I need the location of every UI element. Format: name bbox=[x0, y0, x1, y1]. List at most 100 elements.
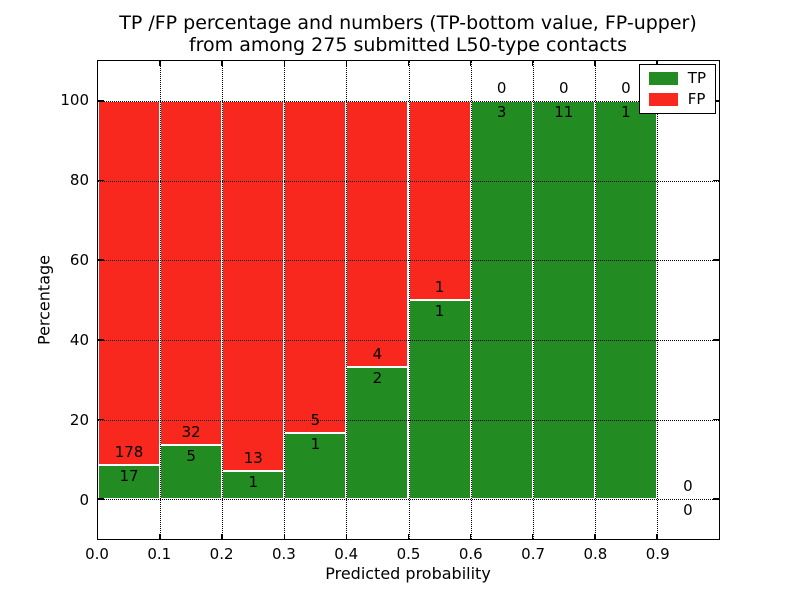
tp-count-label: 5 bbox=[186, 447, 196, 466]
fp-bar-segment bbox=[222, 100, 285, 471]
y-tick-mark bbox=[713, 179, 719, 182]
tp-bar-segment bbox=[408, 300, 471, 500]
vertical-gridline bbox=[532, 61, 534, 539]
tp-bar-segment bbox=[284, 432, 347, 500]
x-tick-mark bbox=[159, 61, 161, 66]
tp-count-label: 17 bbox=[119, 466, 139, 485]
fp-count-label: 178 bbox=[114, 442, 144, 461]
fp-count-label: 13 bbox=[243, 448, 263, 467]
fp-count-label: 0 bbox=[683, 477, 693, 496]
y-tick-label: 60 bbox=[69, 251, 89, 269]
legend-item-label: FP bbox=[687, 90, 706, 108]
tp-bar-segment bbox=[470, 100, 533, 500]
fp-count-label: 0 bbox=[621, 78, 631, 97]
tp-bar-segment bbox=[160, 445, 223, 500]
tp-bar-segment bbox=[98, 464, 161, 500]
tp-count-label: 1 bbox=[621, 102, 631, 121]
x-tick-mark bbox=[407, 61, 410, 66]
y-tick-mark bbox=[98, 100, 104, 102]
x-axis-label: Predicted probability bbox=[325, 564, 491, 583]
x-tick-label: 0.0 bbox=[85, 545, 109, 563]
x-tick-mark bbox=[531, 534, 534, 539]
fp-bar-segment bbox=[408, 100, 471, 300]
x-tick-mark bbox=[594, 534, 596, 539]
y-tick-mark bbox=[98, 259, 104, 261]
y-tick-label: 20 bbox=[69, 411, 89, 429]
fp-bar-segment bbox=[284, 100, 347, 433]
vertical-gridline bbox=[160, 61, 162, 539]
y-axis-label: Percentage bbox=[34, 254, 54, 346]
x-tick-mark bbox=[469, 534, 472, 539]
y-tick-mark bbox=[98, 498, 104, 500]
fp-count-label: 4 bbox=[372, 344, 383, 363]
tp-count-label: 2 bbox=[372, 368, 383, 387]
tp-color-swatch-icon bbox=[648, 72, 678, 85]
legend: TP FP bbox=[638, 64, 716, 114]
fp-bar-segment bbox=[346, 100, 409, 367]
x-tick-mark bbox=[345, 534, 348, 539]
fp-count-label: 5 bbox=[310, 410, 321, 429]
vertical-gridline bbox=[222, 61, 224, 539]
y-tick-mark bbox=[98, 339, 104, 341]
y-tick-mark bbox=[713, 339, 719, 341]
fp-bar-segment bbox=[98, 100, 161, 465]
vertical-gridline bbox=[470, 61, 472, 539]
chart-title-line1: TP /FP percentage and numbers (TP-bottom… bbox=[119, 12, 697, 34]
fp-count-label: 0 bbox=[496, 78, 507, 97]
tp-bar-segment bbox=[594, 100, 657, 500]
x-tick-mark bbox=[594, 61, 596, 66]
x-tick-label: 0.3 bbox=[271, 545, 296, 563]
x-tick-label: 0.5 bbox=[396, 545, 421, 563]
x-tick-mark bbox=[221, 534, 223, 539]
x-tick-label: 0.8 bbox=[583, 545, 608, 563]
tp-count-label: 3 bbox=[496, 102, 507, 121]
x-tick-label: 0.6 bbox=[458, 545, 483, 563]
y-tick-mark bbox=[713, 100, 719, 102]
x-tick-label: 0.2 bbox=[209, 545, 234, 563]
y-tick-label: 0 bbox=[79, 491, 89, 509]
tp-count-label: 11 bbox=[554, 102, 574, 121]
x-tick-mark bbox=[531, 61, 534, 66]
vertical-gridline bbox=[346, 61, 348, 539]
y-tick-mark bbox=[713, 418, 719, 421]
y-tick-mark bbox=[713, 259, 719, 261]
y-tick-mark bbox=[98, 179, 104, 182]
fp-count-label: 1 bbox=[434, 278, 445, 296]
tp-count-label: 1 bbox=[434, 302, 445, 320]
fp-count-label: 0 bbox=[558, 78, 569, 97]
x-tick-mark bbox=[283, 61, 286, 66]
y-tick-mark bbox=[713, 498, 719, 500]
x-tick-mark bbox=[656, 61, 658, 66]
y-tick-label: 40 bbox=[69, 331, 89, 349]
tp-count-label: 1 bbox=[310, 434, 321, 453]
x-tick-label: 0.1 bbox=[147, 545, 172, 563]
x-tick-mark bbox=[407, 534, 410, 539]
x-tick-label: 0.9 bbox=[645, 545, 670, 563]
vertical-gridline bbox=[656, 61, 658, 539]
vertical-gridline bbox=[594, 61, 596, 539]
x-tick-mark bbox=[283, 534, 286, 539]
x-tick-mark bbox=[656, 534, 658, 539]
tp-count-label: 0 bbox=[683, 501, 693, 520]
fp-bar-segment bbox=[160, 100, 223, 446]
legend-item-tp: TP bbox=[648, 69, 706, 87]
x-tick-mark bbox=[221, 61, 223, 66]
legend-item-fp: FP bbox=[648, 90, 706, 108]
x-tick-mark bbox=[159, 534, 161, 539]
y-tick-label: 100 bbox=[60, 91, 89, 109]
chart-title-line2: from among 275 submitted L50-type contac… bbox=[188, 34, 628, 56]
x-tick-label: 0.4 bbox=[334, 545, 359, 563]
vertical-gridline bbox=[408, 61, 410, 539]
plot-area: TP FP 178 17 32 5 13 1 5 1 4 2 1 1 0 3 0 11 0 1 0 0 bbox=[97, 60, 720, 540]
tp-count-label: 1 bbox=[248, 472, 258, 491]
legend-item-label: TP bbox=[687, 69, 706, 87]
fp-color-swatch-icon bbox=[648, 93, 678, 106]
y-tick-mark bbox=[98, 418, 104, 421]
x-tick-mark bbox=[469, 61, 472, 66]
x-tick-mark bbox=[345, 61, 348, 66]
y-tick-label: 80 bbox=[69, 171, 89, 189]
x-tick-label: 0.7 bbox=[521, 545, 546, 563]
vertical-gridline bbox=[284, 61, 286, 539]
tp-bar-segment bbox=[532, 100, 595, 500]
